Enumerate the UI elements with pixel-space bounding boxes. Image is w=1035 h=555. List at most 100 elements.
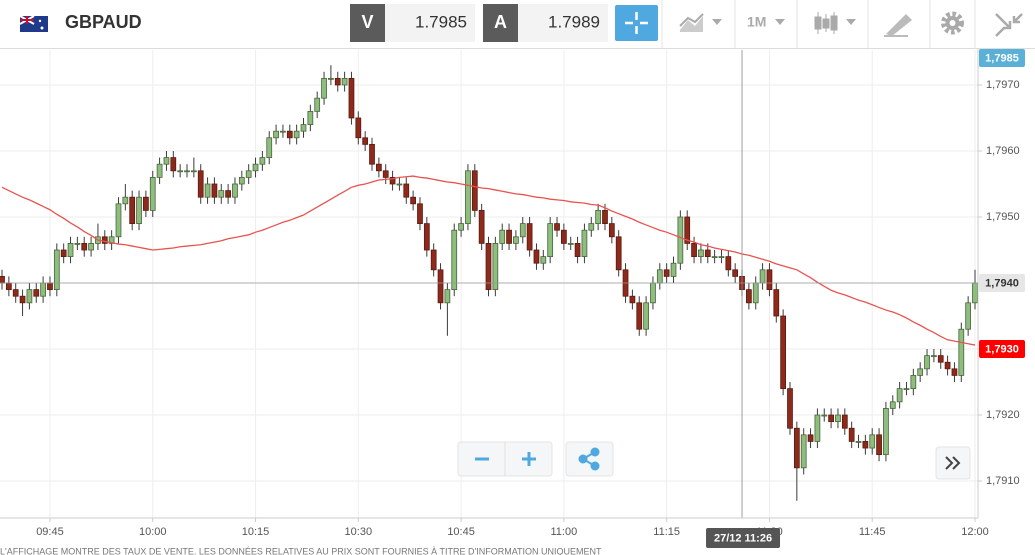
zoom-controls (457, 441, 971, 480)
share-button[interactable] (565, 441, 614, 477)
candle-body (615, 236, 622, 271)
candle-body (437, 269, 444, 304)
candle-body (807, 434, 814, 442)
candle-body (746, 289, 752, 304)
candle-body (924, 355, 930, 370)
candle-body (40, 282, 46, 297)
price-tag (979, 340, 1025, 359)
candle-body (944, 361, 951, 370)
candle-body (430, 249, 437, 271)
candle-body (375, 163, 382, 172)
candle-body (156, 163, 163, 178)
candle-body (513, 236, 519, 244)
candle-body (190, 170, 197, 173)
candle-body (595, 210, 602, 225)
candle-body (19, 295, 26, 304)
candle-body (218, 190, 225, 198)
candle-body (334, 77, 341, 86)
candle-body (348, 77, 355, 119)
candle-body (684, 216, 691, 244)
candle-body (896, 388, 903, 403)
candle-body (862, 441, 869, 449)
candle-body (499, 229, 506, 244)
price-tag-label: 1,7930 (985, 343, 1019, 355)
timeframe-caret (775, 19, 785, 25)
buy-button[interactable] (483, 4, 518, 42)
collapse-button[interactable] (995, 13, 1023, 37)
candle-body (704, 249, 711, 258)
plot-area (0, 50, 978, 518)
candle-body (889, 401, 896, 409)
candle-body (540, 256, 547, 264)
sell-button[interactable] (350, 4, 385, 42)
candle-body (149, 176, 156, 211)
candle-body (341, 77, 348, 86)
candle-body (759, 269, 766, 284)
candle-body (293, 130, 300, 139)
candle-body (369, 143, 375, 165)
candle-body (663, 269, 670, 277)
candle-body (115, 203, 122, 238)
candle-body (841, 414, 848, 429)
candle-body (197, 170, 204, 198)
candle-body (848, 427, 855, 442)
candle-body (972, 282, 978, 304)
candle-body (5, 282, 12, 291)
flag (19, 15, 48, 32)
zoom-in[interactable] (522, 452, 536, 466)
crosshair-button[interactable] (615, 5, 658, 41)
candle-body (773, 289, 780, 317)
candle-body (478, 210, 485, 244)
candle-body (821, 414, 828, 417)
candle-body (177, 170, 184, 173)
candle-body (937, 355, 944, 363)
candle-body (266, 137, 273, 158)
share-icon (578, 447, 600, 471)
candle-body (793, 427, 800, 469)
candle-body (951, 368, 958, 376)
candle-body (732, 269, 739, 277)
candle-body (519, 223, 526, 238)
crosshair-x-tag (706, 528, 781, 548)
candle-body (362, 137, 369, 145)
candle-body (12, 289, 19, 297)
candles-button[interactable] (814, 12, 856, 34)
x-tick-label: 10:00 (139, 526, 167, 538)
candle-body (471, 170, 478, 211)
scroll-end-icon (945, 456, 961, 470)
candle-body (0, 276, 5, 284)
candle-body (60, 249, 67, 258)
candle-body (485, 243, 492, 291)
candle-body (444, 289, 451, 304)
candle-body (656, 269, 663, 284)
settings-button[interactable] (941, 11, 964, 35)
candle-body (766, 269, 773, 291)
candle-body (81, 243, 88, 251)
buy-price-box[interactable] (518, 4, 608, 42)
candle-body (280, 130, 286, 133)
timeframe[interactable]: 1M (747, 14, 766, 30)
candle-body (300, 124, 307, 132)
candle-body (53, 249, 60, 291)
candle-body (67, 243, 74, 258)
candle-body (232, 183, 238, 198)
candle-body (869, 434, 876, 449)
candle-body (643, 302, 649, 330)
candle-body (581, 229, 588, 258)
draw-button[interactable] (884, 14, 912, 37)
crosshair-y-label: 1,7940 (985, 277, 1019, 289)
x-tick-label: 11:00 (551, 526, 578, 538)
candle-body (711, 256, 718, 259)
candle-body (931, 355, 937, 358)
y-tick-label: 1,7970 (986, 79, 1020, 91)
candle-body (835, 414, 841, 423)
x-tick-label: 12:00 (961, 526, 989, 538)
candle-body (677, 216, 684, 264)
candle-body (273, 130, 279, 139)
candle-body (211, 183, 218, 198)
chart-type-button[interactable] (679, 13, 722, 32)
sell-price-box[interactable] (385, 4, 475, 42)
y-tick-label: 1,7910 (986, 475, 1020, 487)
candle-body (903, 388, 910, 391)
candle-body (965, 302, 972, 330)
